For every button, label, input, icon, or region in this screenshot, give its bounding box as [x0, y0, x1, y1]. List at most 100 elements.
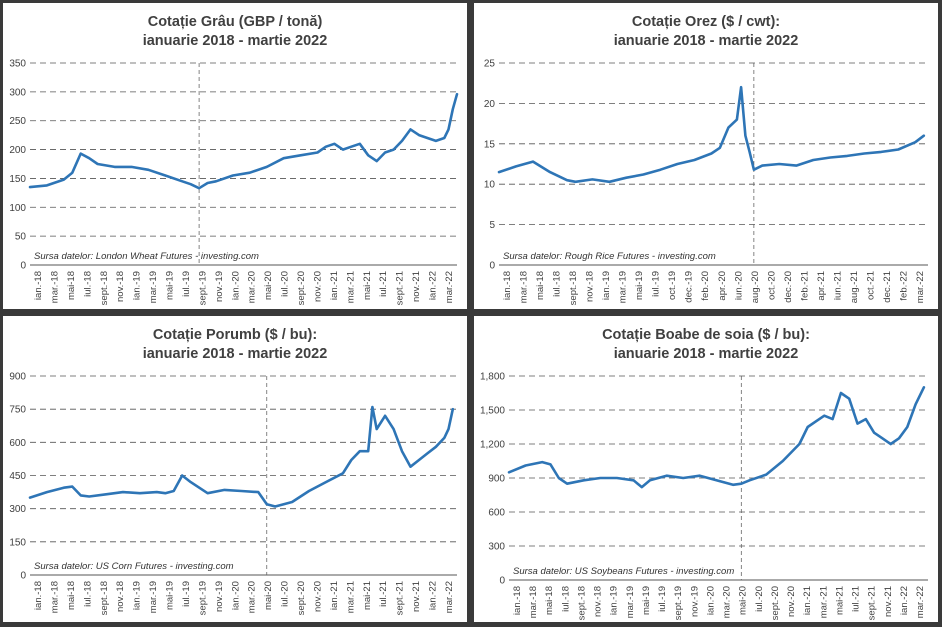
x-tick-label: mai-19	[165, 271, 176, 300]
x-tick-label: mar.-19	[148, 581, 159, 613]
y-tick-label: 50	[15, 232, 27, 243]
chart-grid: Cotație Grâu (GBP / tonă) ianuarie 2018 …	[3, 3, 939, 624]
y-tick-label: 250	[9, 116, 26, 127]
x-tick-label: nov.-18	[115, 581, 126, 612]
x-tick-label: ian.-18	[502, 271, 513, 300]
y-tick-label: 450	[9, 471, 26, 482]
y-tick-label: 150	[9, 537, 26, 548]
x-tick-label: sept.-20	[770, 586, 781, 620]
x-tick-label: mai-21	[362, 271, 373, 300]
y-tick-label: 0	[20, 571, 26, 582]
chart-title-line1: Cotație Boabe de soia ($ / bu):	[602, 327, 810, 343]
x-tick-label: iul.-19	[181, 581, 192, 607]
rice-chart-panel: Cotație Orez ($ / cwt): ianuarie 2018 - …	[474, 3, 938, 309]
x-tick-label: sept.-21	[395, 271, 406, 305]
y-tick-label: 900	[9, 372, 26, 383]
chart-title: Cotație Grâu (GBP / tonă) ianuarie 2018 …	[3, 13, 467, 51]
x-tick-label: mar.-20	[247, 271, 258, 303]
x-tick-label: ian.-22	[428, 581, 439, 610]
x-tick-label: ian.-19	[132, 581, 143, 610]
x-tick-label: sept.-19	[197, 581, 208, 615]
x-tick-label: iul.-21	[378, 271, 389, 297]
y-tick-label: 900	[488, 474, 505, 485]
y-tick-label: 600	[488, 508, 505, 519]
x-tick-label: nov.-18	[585, 271, 596, 302]
y-tick-label: 1,800	[480, 372, 505, 383]
x-tick-label: nov.-20	[312, 271, 323, 302]
x-tick-label: iul.-21	[851, 586, 862, 612]
x-tick-label: sept.-21	[867, 586, 878, 620]
wheat-line-chart: 0 50 100 150 200 250 300 350 ian.-18 mar.-18 mai-1…	[9, 59, 459, 305]
chart-title-line1: Cotație Grâu (GBP / tonă)	[147, 14, 323, 30]
x-tick-label: iul.-18	[552, 271, 563, 297]
x-tick-label: sept.-18	[99, 271, 110, 305]
x-tick-label: mar.-22	[915, 586, 926, 618]
x-tick-label: apr.-21	[816, 271, 827, 301]
y-tick-label: 300	[9, 504, 26, 515]
x-tick-label: nov.-21	[411, 581, 422, 612]
x-tick-label: mar.-20	[247, 581, 258, 613]
x-tick-label: nov.-19	[689, 586, 700, 617]
x-tick-label: ian.-20	[230, 581, 241, 610]
price-series-line	[28, 92, 459, 190]
x-tick-label: mar.-19	[148, 271, 159, 303]
x-tick-label: ian.-22	[428, 271, 439, 300]
x-tick-label: mar.-22	[444, 271, 455, 303]
x-tick-label: nov.-20	[312, 581, 323, 612]
corn-chart-panel: Cotație Porumb ($ / bu): ianuarie 2018 -…	[3, 316, 467, 622]
x-tick-label: ian.-21	[329, 581, 340, 610]
x-tick-label: iul.-19	[651, 271, 662, 297]
soybeans-chart-panel: Cotație Boabe de soia ($ / bu): ianuarie…	[474, 316, 938, 622]
y-tick-label: 0	[489, 261, 495, 272]
x-tick-label: ian.-18	[33, 271, 44, 300]
chart-title-line2: ianuarie 2018 - martie 2022	[613, 346, 799, 362]
x-tick-label: dec.-21	[882, 271, 893, 303]
chart-title: Cotație Porumb ($ / bu): ianuarie 2018 -…	[3, 326, 467, 364]
source-note: Sursa datelor: Rough Rice Futures - inve…	[503, 251, 716, 262]
y-tick-label: 1,500	[480, 406, 505, 417]
x-tick-label: oct.-19	[667, 271, 678, 300]
x-tick-label: mar.-18	[519, 271, 530, 303]
x-tick-label: iul.-18	[82, 271, 93, 297]
x-tick-label: ian.-21	[802, 586, 813, 615]
x-tick-label: sept.-20	[296, 271, 307, 305]
y-tick-label: 10	[484, 180, 496, 191]
x-tick-label: iul.-20	[280, 271, 291, 297]
price-series-line	[507, 386, 926, 489]
x-tick-label: feb.-22	[898, 271, 909, 301]
x-tick-label: nov.-19	[214, 581, 225, 612]
x-tick-label: sept.-18	[568, 271, 579, 305]
x-tick-label: oct.-21	[865, 271, 876, 300]
x-tick-label: mar.-21	[818, 586, 829, 618]
x-tick-label: mai-18	[66, 271, 77, 300]
x-tick-label: mai-21	[362, 581, 373, 610]
x-tick-label: mai-18	[535, 271, 546, 300]
chart-title-line2: ianuarie 2018 - martie 2022	[613, 33, 799, 49]
chart-title: Cotație Boabe de soia ($ / bu): ianuarie…	[474, 326, 938, 364]
x-tick-label: mai-18	[544, 586, 555, 615]
x-tick-label: iul.-21	[378, 581, 389, 607]
x-tick-label: ian.-19	[601, 271, 612, 300]
y-tick-label: 25	[484, 59, 496, 70]
x-tick-label: dec.-20	[783, 271, 794, 303]
corn-line-chart: 0 150 300 450 600 750 900 ian.-18 mar.-18 mai-18 i…	[9, 372, 457, 615]
y-tick-label: 20	[484, 99, 496, 110]
y-tick-label: 750	[9, 405, 26, 416]
x-tick-label: nov.-21	[411, 271, 422, 302]
source-note: Sursa datelor: US Soybeans Futures - inv…	[513, 566, 734, 577]
x-tick-label: nov.-19	[214, 271, 225, 302]
x-tick-label: iul.-19	[657, 586, 668, 612]
rice-line-chart: 0 5 10 15 20 25 ian.-18 mar.-18 mai-18 iul.-18 sep…	[484, 59, 928, 305]
chart-title-line2: ianuarie 2018 - martie 2022	[142, 346, 328, 362]
y-tick-label: 0	[499, 576, 505, 587]
x-tick-label: feb.-21	[799, 271, 810, 301]
x-tick-label: nov.-20	[786, 586, 797, 617]
x-tick-label: ian.-18	[33, 581, 44, 610]
x-tick-label: mai-18	[66, 581, 77, 610]
y-tick-label: 200	[9, 145, 26, 156]
x-tick-label: mai-19	[641, 586, 652, 615]
x-tick-label: mar.-18	[49, 271, 60, 303]
source-note: Sursa datelor: US Corn Futures - investi…	[34, 561, 234, 572]
x-tick-label: iul.-18	[560, 586, 571, 612]
x-tick-label: sept.-18	[576, 586, 587, 620]
